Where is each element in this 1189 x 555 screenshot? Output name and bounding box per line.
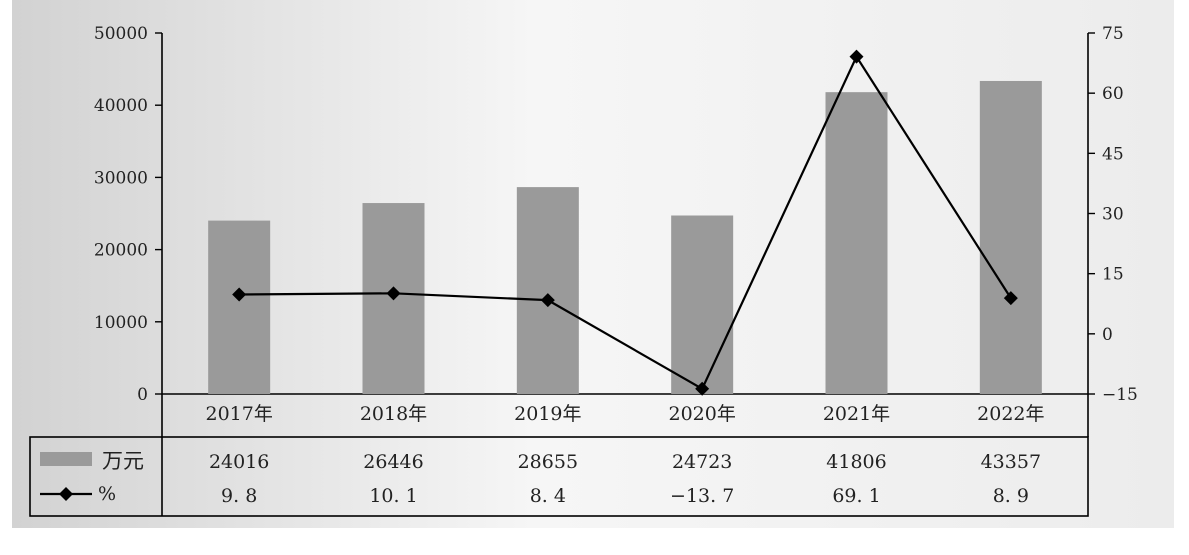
legend-line-label: % bbox=[98, 483, 116, 505]
y-right-tick-label: 45 bbox=[1102, 144, 1124, 164]
y-left-tick-label: 20000 bbox=[94, 241, 148, 261]
y-right-tick-label: 60 bbox=[1102, 84, 1124, 104]
y-right-tick-label: 30 bbox=[1102, 205, 1124, 225]
x-category-label: 2018年 bbox=[360, 403, 427, 425]
x-category-label: 2019年 bbox=[514, 403, 581, 425]
growth-line bbox=[239, 54, 1012, 391]
data-table-frame bbox=[29, 436, 1089, 517]
y-left-tick-label: 30000 bbox=[94, 168, 148, 188]
bar bbox=[516, 187, 579, 394]
table-cell-value: 43357 bbox=[981, 451, 1041, 473]
y-right-tick-label: 75 bbox=[1102, 24, 1124, 44]
table-cell-value: 26446 bbox=[363, 451, 423, 473]
table-cell-percent: 10. 1 bbox=[369, 485, 417, 507]
line-point bbox=[695, 381, 710, 396]
y-right-tick-label: 15 bbox=[1102, 265, 1124, 285]
table-cell-value: 41806 bbox=[826, 451, 886, 473]
y-right-tick-label: −15 bbox=[1102, 385, 1138, 405]
y-left-tick-label: 50000 bbox=[94, 24, 148, 44]
table-cell-percent: −13. 7 bbox=[670, 485, 734, 507]
line-point bbox=[540, 293, 555, 308]
y-right-tick-label: 0 bbox=[1102, 325, 1113, 345]
line-point bbox=[386, 286, 401, 301]
table-cell-value: 28655 bbox=[518, 451, 578, 473]
table-cell-value: 24016 bbox=[209, 451, 269, 473]
line-point bbox=[1003, 291, 1018, 306]
line-point bbox=[232, 287, 247, 302]
x-category-label: 2017年 bbox=[205, 403, 272, 425]
x-category-label: 2022年 bbox=[977, 403, 1044, 425]
bar bbox=[671, 215, 734, 394]
legend-line-marker bbox=[59, 487, 73, 501]
bar bbox=[825, 92, 888, 395]
legend-bar-label: 万元 bbox=[102, 449, 144, 473]
x-category-label: 2021年 bbox=[823, 403, 890, 425]
table-cell-percent: 9. 8 bbox=[221, 485, 257, 507]
table-cell-percent: 8. 4 bbox=[530, 485, 566, 507]
bar bbox=[979, 80, 1042, 394]
bar bbox=[208, 220, 271, 394]
table-cell-percent: 69. 1 bbox=[832, 485, 880, 507]
y-left-tick-label: 0 bbox=[137, 385, 148, 405]
x-category-label: 2020年 bbox=[668, 403, 735, 425]
line-point bbox=[849, 49, 864, 64]
y-left-tick-label: 10000 bbox=[94, 313, 148, 333]
table-cell-value: 24723 bbox=[672, 451, 732, 473]
y-left-tick-label: 40000 bbox=[94, 96, 148, 116]
table-cell-percent: 8. 9 bbox=[993, 485, 1029, 507]
legend-bar-swatch bbox=[40, 452, 92, 466]
